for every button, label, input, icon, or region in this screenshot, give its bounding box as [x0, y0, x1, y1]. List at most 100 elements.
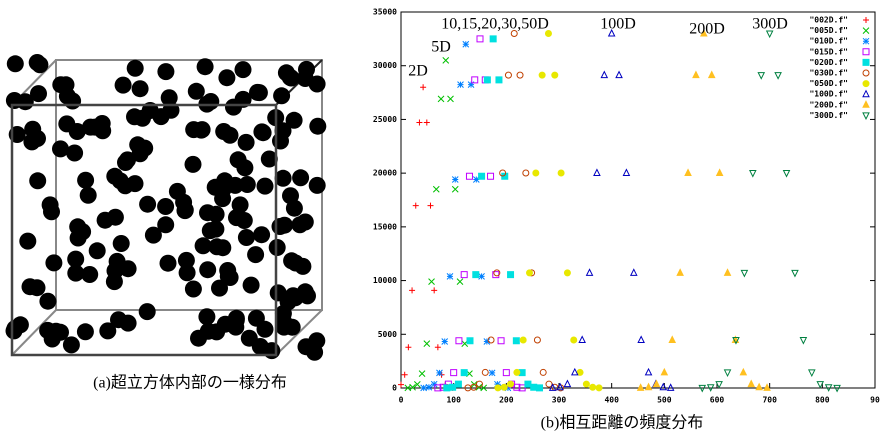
sphere	[270, 284, 287, 301]
legend-label: "100D.f"	[809, 90, 848, 99]
legend-marker	[863, 28, 869, 34]
data-point	[490, 36, 496, 42]
sphere	[139, 196, 156, 213]
data-point	[473, 272, 479, 278]
legend-label: "020D.f"	[809, 58, 848, 67]
x-tick-label: 90	[870, 396, 880, 405]
chart-caption: (b)相互距離の頻度分布	[541, 414, 704, 432]
data-point	[447, 273, 453, 279]
sphere	[263, 342, 280, 359]
sphere	[89, 242, 106, 259]
sphere	[227, 319, 244, 336]
data-point	[758, 73, 764, 79]
sphere	[218, 69, 235, 86]
data-point	[444, 385, 450, 391]
data-point	[451, 370, 457, 376]
data-point	[426, 384, 432, 390]
legend-marker	[863, 101, 869, 107]
sphere	[309, 177, 326, 194]
data-point	[792, 270, 798, 276]
data-point	[488, 173, 494, 179]
x-tick-label: 300	[552, 396, 567, 405]
sphere	[282, 69, 299, 86]
data-point	[466, 173, 472, 179]
legend-marker	[863, 81, 869, 87]
data-point	[443, 57, 449, 63]
sphere	[238, 229, 255, 246]
sphere	[253, 226, 270, 243]
data-point	[756, 384, 762, 390]
data-point	[616, 72, 622, 78]
sphere	[243, 277, 260, 294]
y-tick-label: 35000	[373, 8, 397, 17]
data-point	[489, 370, 495, 376]
data-point	[427, 203, 433, 209]
data-point	[741, 270, 747, 276]
legend-label: "050D.f"	[809, 79, 848, 88]
data-point	[579, 337, 585, 343]
data-point	[646, 369, 652, 375]
data-point	[513, 338, 519, 344]
sphere	[207, 221, 224, 238]
data-point	[693, 72, 699, 78]
figure: (a)超立方体内部の一様分布 (b)相互距離の頻度分布 050001000015…	[0, 0, 883, 439]
data-point	[498, 338, 504, 344]
data-point	[587, 269, 593, 275]
data-point	[725, 370, 731, 376]
data-point	[508, 381, 514, 387]
x-tick-label: 500	[657, 396, 672, 405]
data-point	[477, 36, 483, 42]
legend-marker	[863, 49, 869, 55]
sphere	[80, 187, 97, 204]
data-point	[429, 279, 435, 285]
data-point	[669, 337, 675, 343]
sphere	[235, 61, 252, 78]
sphere	[58, 115, 75, 132]
data-point	[527, 270, 533, 276]
data-point	[552, 72, 558, 78]
sphere	[225, 99, 242, 116]
data-point	[638, 384, 644, 390]
peak-annotation: 2D	[408, 63, 428, 80]
data-point	[479, 273, 485, 279]
y-tick-label: 20000	[373, 169, 397, 178]
data-point	[709, 72, 715, 78]
data-point	[764, 384, 770, 390]
data-point	[520, 337, 526, 343]
data-point	[482, 369, 488, 375]
sphere	[232, 196, 249, 213]
data-point	[523, 170, 529, 176]
data-point	[784, 170, 790, 176]
data-point	[668, 384, 674, 390]
legend-marker	[863, 91, 869, 97]
data-point	[452, 186, 458, 192]
peak-annotation: 5D	[431, 39, 451, 56]
data-point	[525, 381, 531, 387]
data-point	[596, 385, 602, 391]
legend-label: "010D.f"	[809, 37, 848, 46]
sphere	[272, 218, 289, 235]
legend-marker	[863, 70, 869, 76]
left-caption: (a)超立方体内部の一様分布	[93, 374, 287, 392]
sphere	[202, 93, 219, 110]
sphere	[12, 316, 29, 333]
sphere	[198, 308, 215, 325]
sphere	[77, 172, 94, 189]
data-point	[533, 170, 539, 176]
sphere	[195, 237, 212, 254]
sphere	[220, 268, 237, 285]
sphere	[185, 156, 202, 173]
data-point	[455, 381, 461, 387]
data-point	[398, 382, 404, 388]
sphere	[31, 56, 48, 73]
data-point	[534, 337, 540, 343]
sphere	[127, 175, 144, 192]
sphere	[157, 63, 174, 80]
data-point	[750, 170, 756, 176]
legend-label: "015D.f"	[809, 47, 848, 56]
sphere	[112, 172, 129, 189]
legend-marker	[863, 38, 869, 44]
data-point	[416, 120, 422, 126]
sphere	[6, 92, 23, 109]
plot-frame	[401, 12, 875, 388]
